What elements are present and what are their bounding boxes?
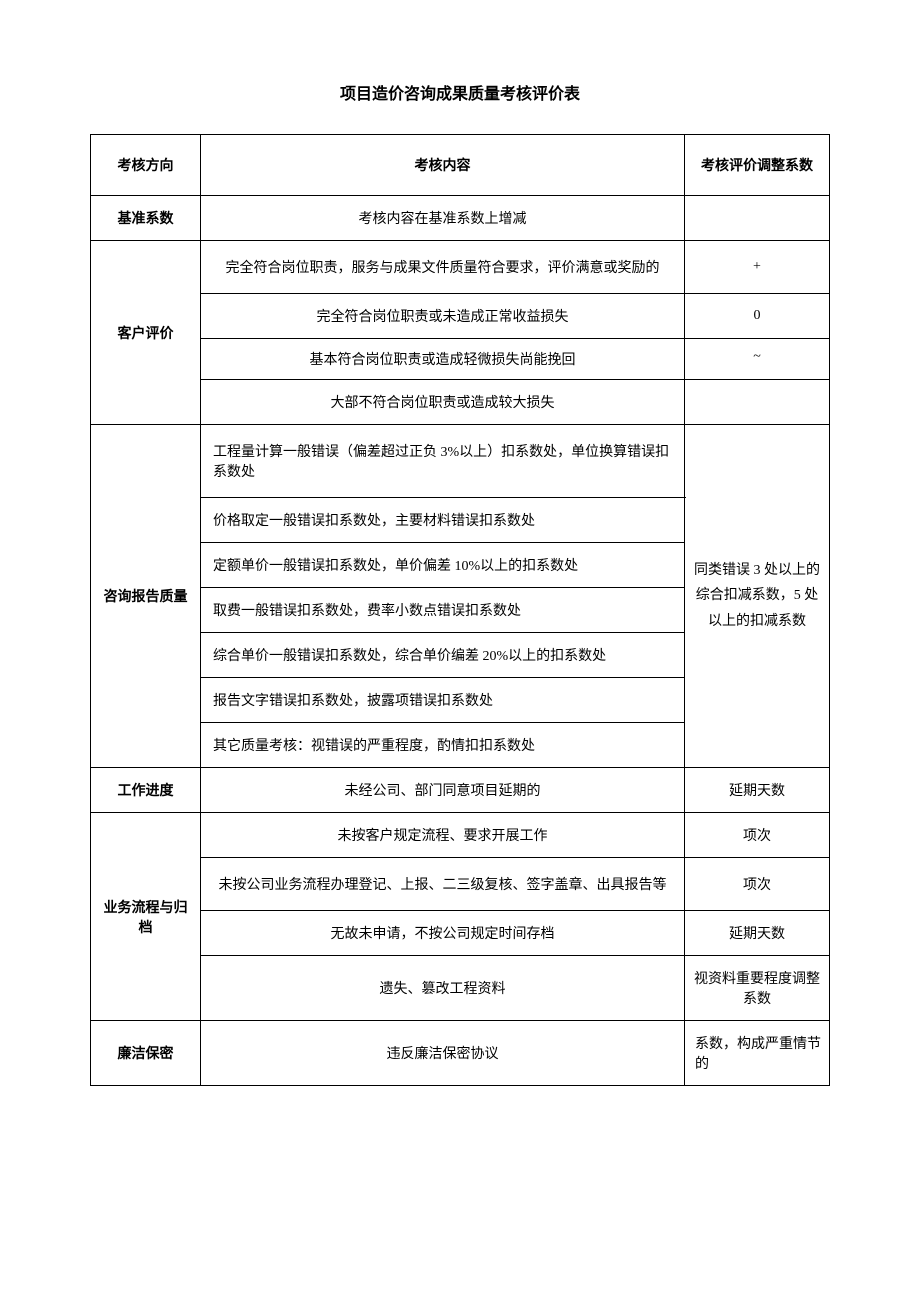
header-direction: 考核方向	[91, 135, 201, 196]
evaluation-table: 考核方向 考核内容 考核评价调整系数 基准系数 考核内容在基准系数上增减 客户评…	[90, 134, 830, 1086]
baseline-label: 基准系数	[91, 196, 201, 241]
baseline-adjust	[685, 196, 830, 241]
process-content-1: 未按客户规定流程、要求开展工作	[201, 813, 685, 858]
header-content: 考核内容	[201, 135, 685, 196]
baseline-row: 基准系数 考核内容在基准系数上增减	[91, 196, 830, 241]
customer-adjust-1: +	[685, 241, 830, 294]
customer-row-1: 客户评价 完全符合岗位职责，服务与成果文件质量符合要求，评价满意或奖励的 +	[91, 241, 830, 294]
process-content-3: 无故未申请，不按公司规定时间存档	[201, 911, 685, 956]
report-row-1: 咨询报告质量 工程量计算一般错误（偏差超过正负 3%以上）扣系数处，单位换算错误…	[91, 425, 830, 498]
customer-content-4: 大部不符合岗位职责或造成较大损失	[201, 380, 685, 425]
customer-adjust-3: ~	[685, 339, 830, 380]
page-title: 项目造价咨询成果质量考核评价表	[90, 80, 830, 104]
progress-label: 工作进度	[91, 768, 201, 813]
process-content-4: 遗失、篡改工程资料	[201, 956, 685, 1021]
report-content-7: 其它质量考核：视错误的严重程度，酌情扣扣系数处	[201, 723, 685, 768]
integrity-adjust: 系数，构成严重情节的	[685, 1021, 830, 1086]
process-adjust-1: 项次	[685, 813, 830, 858]
process-row-4: 遗失、篡改工程资料 视资料重要程度调整系数	[91, 956, 830, 1021]
process-label: 业务流程与归档	[91, 813, 201, 1021]
table-header-row: 考核方向 考核内容 考核评价调整系数	[91, 135, 830, 196]
report-adjust: 同类错误 3 处以上的综合扣减系数，5 处以上的扣减系数	[685, 425, 830, 768]
progress-content: 未经公司、部门同意项目延期的	[201, 768, 685, 813]
report-content-4: 取费一般错误扣系数处，费率小数点错误扣系数处	[201, 588, 685, 633]
baseline-content: 考核内容在基准系数上增减	[201, 196, 685, 241]
process-row-2: 未按公司业务流程办理登记、上报、二三级复核、签字盖章、出具报告等 项次	[91, 858, 830, 911]
process-adjust-3: 延期天数	[685, 911, 830, 956]
process-adjust-4: 视资料重要程度调整系数	[685, 956, 830, 1021]
integrity-row: 廉洁保密 违反廉洁保密协议 系数，构成严重情节的	[91, 1021, 830, 1086]
customer-content-2: 完全符合岗位职责或未造成正常收益损失	[201, 294, 685, 339]
customer-content-1: 完全符合岗位职责，服务与成果文件质量符合要求，评价满意或奖励的	[201, 241, 685, 294]
customer-label: 客户评价	[91, 241, 201, 425]
progress-adjust: 延期天数	[685, 768, 830, 813]
customer-row-3: 基本符合岗位职责或造成轻微损失尚能挽回 ~	[91, 339, 830, 380]
report-content-5: 综合单价一般错误扣系数处，综合单价编差 20%以上的扣系数处	[201, 633, 685, 678]
customer-adjust-2: 0	[685, 294, 830, 339]
customer-adjust-4	[685, 380, 830, 425]
report-label: 咨询报告质量	[91, 425, 201, 768]
report-content-3: 定额单价一般错误扣系数处，单价偏差 10%以上的扣系数处	[201, 543, 685, 588]
customer-row-2: 完全符合岗位职责或未造成正常收益损失 0	[91, 294, 830, 339]
process-adjust-2: 项次	[685, 858, 830, 911]
integrity-content: 违反廉洁保密协议	[201, 1021, 685, 1086]
report-content-6: 报告文字错误扣系数处，披露项错误扣系数处	[201, 678, 685, 723]
process-content-2: 未按公司业务流程办理登记、上报、二三级复核、签字盖章、出具报告等	[201, 858, 685, 911]
report-content-1: 工程量计算一般错误（偏差超过正负 3%以上）扣系数处，单位换算错误扣系数处	[201, 425, 685, 498]
process-row-3: 无故未申请，不按公司规定时间存档 延期天数	[91, 911, 830, 956]
customer-row-4: 大部不符合岗位职责或造成较大损失	[91, 380, 830, 425]
customer-content-3: 基本符合岗位职责或造成轻微损失尚能挽回	[201, 339, 685, 380]
header-adjust: 考核评价调整系数	[685, 135, 830, 196]
integrity-label: 廉洁保密	[91, 1021, 201, 1086]
report-content-2: 价格取定一般错误扣系数处，主要材料错误扣系数处	[201, 498, 685, 543]
process-row-1: 业务流程与归档 未按客户规定流程、要求开展工作 项次	[91, 813, 830, 858]
progress-row: 工作进度 未经公司、部门同意项目延期的 延期天数	[91, 768, 830, 813]
